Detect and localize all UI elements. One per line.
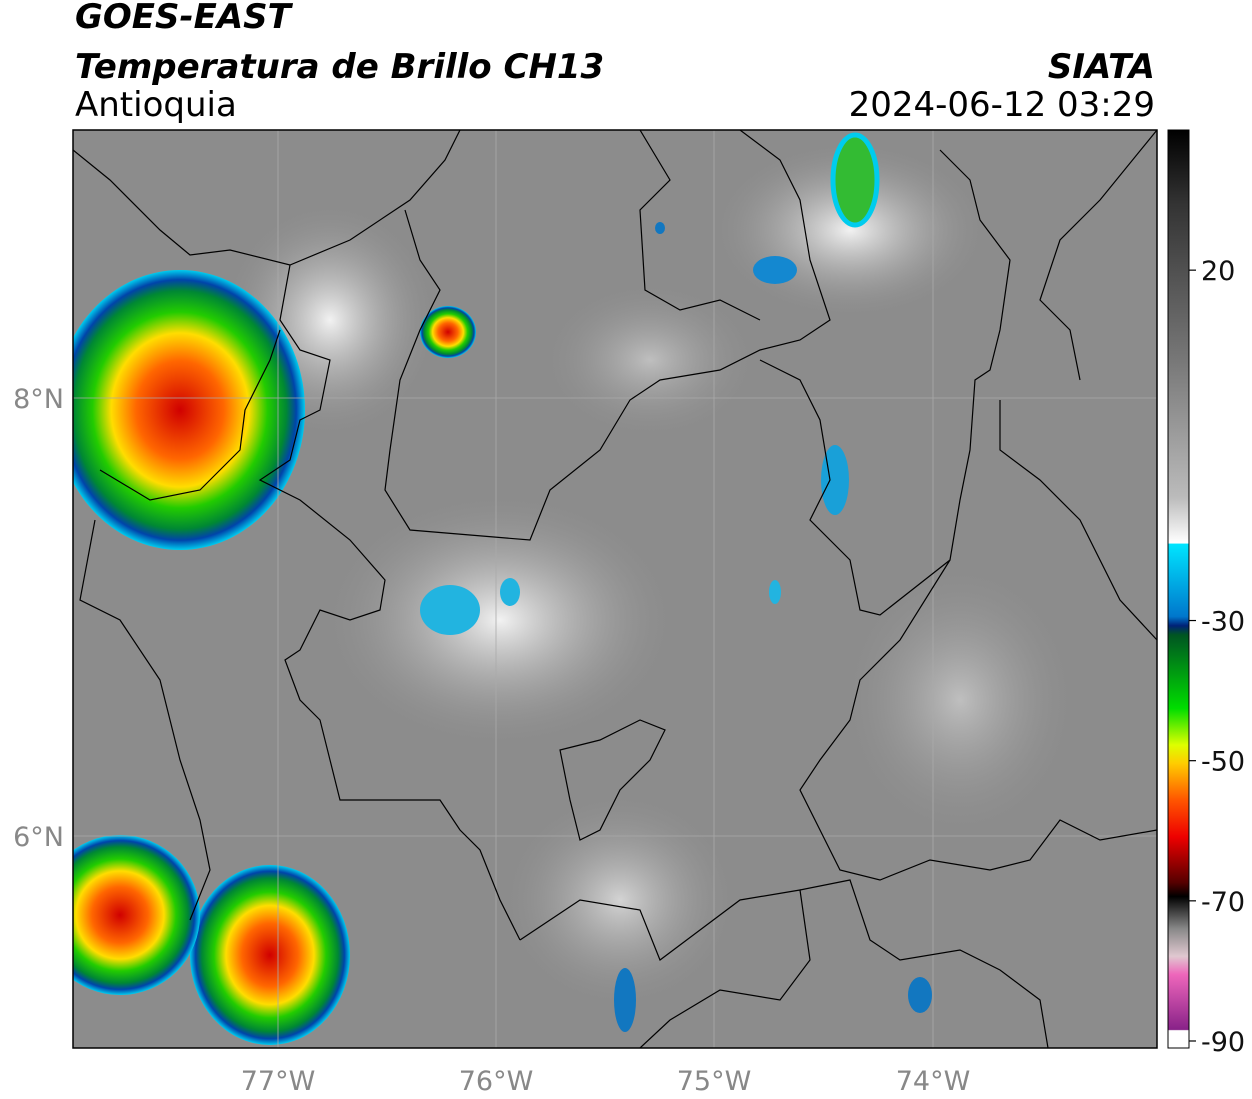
lat-label: 6°N: [13, 822, 64, 853]
datetime: 2024-06-12 03:29: [849, 85, 1155, 125]
colorbar-tick-label: -30: [1201, 607, 1245, 638]
colorbar-tick-label: -70: [1201, 887, 1245, 918]
lon-label: 75°W: [677, 1066, 752, 1097]
region: Antioquia: [75, 85, 237, 125]
colorbar: [1167, 129, 1190, 1049]
title: GOES-EAST: [75, 0, 294, 37]
map-frame: [72, 129, 1158, 1049]
lon-label: 76°W: [459, 1066, 534, 1097]
lon-label: 77°W: [241, 1066, 316, 1097]
lat-label: 8°N: [13, 384, 64, 415]
map: [73, 130, 1157, 1048]
lon-label: 74°W: [896, 1066, 971, 1097]
colorbar-tick-label: -90: [1201, 1027, 1245, 1058]
subtitle: Temperatura de Brillo CH13: [75, 47, 604, 87]
source: SIATA: [1048, 47, 1155, 87]
colorbar-tick-label: 20: [1201, 256, 1235, 287]
colorbar-ticks: 20 -30 -50 -70 -90: [1189, 256, 1245, 1058]
colorbar-tick-label: -50: [1201, 747, 1245, 778]
